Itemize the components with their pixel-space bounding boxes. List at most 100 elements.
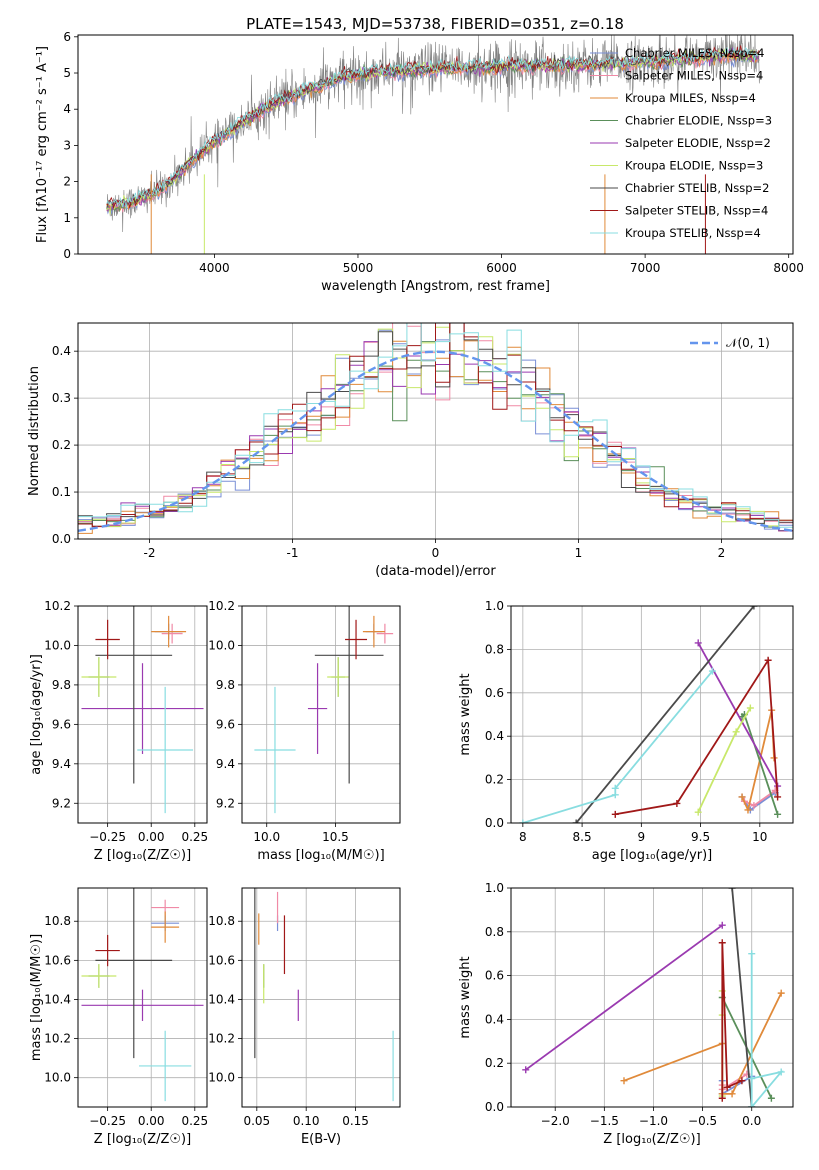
mass-age-ytick-label: 9.2: [216, 796, 235, 810]
ebv-mass-ytick-label: 10.2: [208, 1032, 235, 1046]
z-weight-ytick-label: 0.4: [485, 1012, 504, 1026]
age-weight-ytick-label: 0.6: [485, 686, 504, 700]
age-weight-ytick-label: 0.2: [485, 773, 504, 787]
residuals-xtick-label: 0: [432, 546, 440, 560]
residuals-xtick-label: 1: [575, 546, 583, 560]
residual-hist-kroupa_stelib: [78, 323, 793, 539]
spectrum-ytick-label: 3: [63, 138, 71, 152]
ebv-mass-xlabel: E(B-V): [301, 1132, 341, 1147]
age-weight-ylabel: mass weight: [458, 673, 473, 755]
z-age-ytick-label: 9.4: [52, 757, 71, 771]
residuals-xtick-label: 2: [718, 546, 726, 560]
spectrum-xtick-label: 4000: [199, 261, 230, 275]
z-mass-ytick-label: 10.8: [44, 914, 71, 928]
spectrum-ytick-label: 6: [63, 30, 71, 44]
age-weight-marker-kroupa_elodie: [732, 728, 740, 736]
spectrum-ytick-label: 5: [63, 66, 71, 80]
age-weight-xlabel: age [log₁₀(age/yr)]: [592, 848, 713, 863]
z-weight-xtick-label: 0.0: [742, 1114, 761, 1128]
age-weight-line-salpeter_stelib: [615, 657, 779, 816]
residuals-ylabel: Normed distribution: [27, 366, 42, 496]
z-mass-frame: [77, 887, 208, 1108]
z-mass-ytick-label: 10.4: [44, 992, 71, 1006]
age-weight-marker-chabrier_stelib: [572, 819, 580, 823]
z-weight-marker-salpeter_stelib: [723, 1083, 731, 1091]
spectrum-model-kroupa_stelib: [106, 46, 760, 209]
legend-label: Kroupa MILES, Nssp=4: [625, 91, 756, 105]
mass-age-frame: [241, 605, 401, 824]
mass-age-xtick-label: 10.5: [322, 830, 349, 844]
z-weight-ytick-label: 0.8: [485, 925, 504, 939]
age-weight-ytick-label: 0.4: [485, 729, 504, 743]
ebv-mass-ytick-label: 10.0: [208, 1071, 235, 1085]
mass-age-ytick-label: 9.6: [216, 717, 235, 731]
z-age-points: [81, 606, 204, 814]
mass-age-ytick-label: 9.4: [216, 757, 235, 771]
age-weight-marker-salpeter_stelib: [764, 656, 772, 664]
z-age-xtick-label: 0.00: [138, 830, 165, 844]
legend-label: Kroupa ELODIE, Nssp=3: [625, 159, 763, 173]
z-weight-marker-kroupa_stelib: [777, 1068, 785, 1076]
z-weight-ytick-label: 0.6: [485, 969, 504, 983]
z-weight-ytick-label: 1.0: [485, 881, 504, 895]
residuals-ytick-label: 0.3: [52, 391, 71, 405]
z-weight-marker-kroupa_stelib: [748, 1075, 756, 1083]
z-weight-xtick-label: −0.5: [688, 1114, 717, 1128]
residuals-ytick-label: 0.0: [52, 532, 71, 546]
age-weight-marker-kroupa_miles: [738, 793, 746, 801]
z-weight-marker-chabrier_stelib: [728, 888, 736, 892]
z-weight-xlabel: Z [log₁₀(Z/Z☉)]: [603, 1132, 700, 1147]
age-weight-xtick-label: 8: [519, 830, 527, 844]
spectrum-ytick-label: 1: [63, 211, 71, 225]
ebv-mass-ytick-label: 10.8: [208, 914, 235, 928]
legend-label: Chabrier ELODIE, Nssp=3: [625, 114, 772, 128]
z-weight-xtick-label: −1.5: [590, 1114, 619, 1128]
mass-age-ytick-label: 9.8: [216, 678, 235, 692]
z-age-ytick-label: 9.6: [52, 717, 71, 731]
legend-label: Chabrier STELIB, Nssp=2: [625, 181, 769, 195]
z-weight-marker-salpeter_elodie: [718, 921, 726, 929]
z-age-xtick-label: −0.25: [89, 830, 126, 844]
legend-label: Kroupa STELIB, Nssp=4: [625, 226, 761, 240]
ebv-mass-xtick-label: 0.15: [342, 1114, 369, 1128]
z-age-ytick-label: 10.0: [44, 638, 71, 652]
residuals-xtick-label: -1: [287, 546, 299, 560]
z-weight-marker-kroupa_miles: [620, 1077, 628, 1085]
z-weight-series: [522, 888, 785, 1107]
age-weight-series: [519, 606, 782, 823]
z-age-xtick-label: 0.25: [181, 830, 208, 844]
spectrum-xlabel: wavelength [Angstrom, rest frame]: [321, 279, 550, 294]
ebv-mass-xtick-label: 0.10: [293, 1114, 320, 1128]
age-weight-ytick-label: 0.0: [485, 816, 504, 830]
spectrum-xtick-label: 8000: [773, 261, 804, 275]
z-weight-marker-salpeter_elodie: [522, 1066, 530, 1074]
ebv-mass-points: [254, 888, 394, 1102]
spectrum-ytick-label: 4: [63, 102, 71, 116]
age-weight-marker-chabrier_elodie: [774, 810, 782, 818]
age-weight-marker-salpeter_stelib: [774, 793, 782, 801]
legend-label: Salpeter ELODIE, Nssp=2: [625, 136, 771, 150]
z-weight-xtick-label: −2.0: [541, 1114, 570, 1128]
mass-age-ytick-label: 10.0: [208, 638, 235, 652]
age-weight-line-chabrier_stelib: [575, 606, 755, 823]
z-age-ytick-label: 9.2: [52, 796, 71, 810]
z-age-xlabel: Z [log₁₀(Z/Z☉)]: [94, 848, 191, 863]
age-weight-marker-chabrier_stelib: [750, 606, 758, 610]
legend-label: Salpeter STELIB, Nssp=4: [625, 204, 768, 218]
z-weight-marker-kroupa_stelib: [748, 1103, 756, 1107]
age-weight-ytick-label: 1.0: [485, 599, 504, 613]
age-weight-xtick-label: 9.5: [691, 830, 710, 844]
residuals-frame: [77, 322, 794, 540]
residuals-ytick-label: 0.1: [52, 485, 71, 499]
z-age-ytick-label: 10.2: [44, 599, 71, 613]
residuals-xtick-label: -2: [144, 546, 156, 560]
z-weight-marker-salpeter_stelib: [738, 1077, 746, 1085]
residual-hists: [78, 323, 793, 539]
age-weight-marker-kroupa_elodie: [746, 704, 754, 712]
z-weight-xtick-label: −1.0: [639, 1114, 668, 1128]
age-weight-marker-kroupa_elodie: [694, 808, 702, 816]
age-weight-marker-kroupa_stelib: [611, 784, 619, 792]
age-weight-xtick-label: 8.5: [573, 830, 592, 844]
age-weight-frame: [510, 605, 794, 824]
z-weight-frame: [510, 887, 794, 1108]
